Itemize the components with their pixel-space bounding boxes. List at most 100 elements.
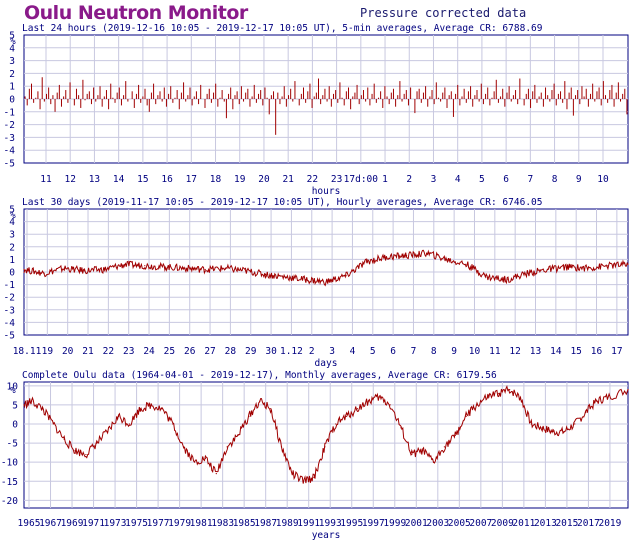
data-point — [23, 268, 25, 271]
x-tick-label: 30 — [265, 346, 277, 357]
x-tick-label: 2011 — [512, 518, 535, 529]
x-tick-label: 2005 — [448, 518, 471, 529]
data-point — [324, 446, 326, 448]
data-point — [107, 431, 109, 433]
y-tick-label: -1 — [4, 107, 16, 118]
data-point — [144, 265, 146, 267]
y-tick-label: -3 — [4, 305, 15, 316]
x-tick-label: 9 — [576, 174, 582, 185]
plot-frame — [23, 381, 629, 509]
data-point — [607, 265, 609, 267]
x-tick-label: 1979 — [168, 518, 191, 529]
y-tick-label: -15 — [1, 477, 18, 488]
data-point — [215, 473, 217, 475]
x-tick-label: 5 — [479, 174, 485, 185]
x-axis-label: years — [312, 530, 341, 541]
data-point — [280, 446, 283, 448]
x-tick-label: 1995 — [340, 518, 363, 529]
data-point — [23, 404, 25, 406]
chart-title: Last 30 days (2019-11-17 10:05 - 2019-12… — [22, 197, 542, 208]
x-tick-label: 1989 — [276, 518, 299, 529]
x-tick-label: 2017 — [577, 518, 600, 529]
data-point — [476, 404, 478, 406]
x-tick-label: 14 — [550, 346, 562, 357]
x-axis-label: days — [315, 358, 338, 369]
data-point — [465, 415, 467, 417]
data-point — [313, 476, 315, 479]
data-point — [367, 400, 369, 402]
data-point — [302, 480, 304, 482]
data-point — [31, 400, 33, 402]
x-tick-label: 27 — [204, 346, 215, 357]
y-tick-label: -5 — [4, 331, 15, 342]
x-tick-label: 4 — [350, 346, 356, 357]
x-tick-label: 1967 — [39, 518, 62, 529]
data-point — [43, 272, 45, 274]
data-point — [627, 263, 629, 266]
data-point — [150, 404, 152, 406]
x-tick-label: 1975 — [125, 518, 148, 529]
data-point — [63, 267, 65, 269]
y-tick-label: 2 — [9, 69, 15, 80]
x-tick-label: 9 — [451, 346, 457, 357]
x-tick-label: 3 — [329, 346, 335, 357]
data-point — [552, 431, 554, 433]
data-point — [83, 270, 85, 272]
data-point — [193, 461, 196, 463]
data-point — [526, 272, 528, 274]
data-point — [454, 434, 456, 437]
data-point — [124, 263, 126, 266]
data-point — [139, 408, 141, 410]
x-tick-label: 23 — [331, 174, 342, 185]
x-tick-label: 17d:00 — [344, 174, 379, 185]
x-tick-label: 13 — [530, 346, 541, 357]
data-point — [103, 268, 106, 271]
data-point — [164, 266, 166, 268]
data-point — [389, 404, 391, 406]
data-point — [563, 431, 565, 433]
y-tick-label: 5 — [9, 31, 15, 42]
data-point — [52, 423, 54, 425]
x-tick-label: 15 — [137, 174, 148, 185]
y-tick-label: 0 — [12, 420, 18, 431]
x-tick-label: 15 — [570, 346, 581, 357]
x-tick-label: 1.12 — [280, 346, 303, 357]
data-point — [466, 263, 468, 266]
y-tick-label: -2 — [4, 120, 15, 131]
data-point — [585, 411, 587, 414]
x-tick-label: 6 — [390, 346, 396, 357]
y-axis-label: % — [10, 386, 16, 396]
data-point — [285, 276, 287, 278]
x-tick-label: 8 — [431, 346, 437, 357]
x-tick-label: 2013 — [534, 518, 557, 529]
data-point — [85, 453, 87, 456]
data-point — [269, 408, 272, 410]
data-point — [161, 408, 163, 410]
x-tick-label: 24 — [143, 346, 155, 357]
x-tick-label: 22 — [307, 174, 318, 185]
data-point — [248, 415, 250, 417]
x-axis-label: hours — [312, 186, 341, 197]
data-point — [184, 267, 186, 269]
y-tick-label: -1 — [4, 280, 16, 291]
x-tick-label: 21 — [282, 174, 294, 185]
y-axis-label: % — [10, 37, 16, 47]
y-tick-label: -20 — [1, 496, 18, 507]
x-tick-label: 2007 — [469, 518, 492, 529]
data-point — [508, 389, 511, 391]
data-point — [385, 256, 387, 258]
data-point — [546, 268, 549, 271]
x-tick-label: 1991 — [297, 518, 320, 529]
x-tick-label: 28 — [225, 346, 237, 357]
data-point — [183, 446, 185, 448]
x-tick-label: 1969 — [61, 518, 84, 529]
x-tick-label: 1971 — [82, 518, 105, 529]
series-line — [23, 384, 629, 484]
x-tick-label: 21 — [82, 346, 94, 357]
data-point — [595, 400, 598, 402]
y-tick-label: -5 — [7, 439, 18, 450]
x-tick-label: 14 — [113, 174, 125, 185]
x-tick-label: 6 — [503, 174, 509, 185]
y-tick-label: 0 — [9, 268, 15, 279]
y-tick-label: -10 — [1, 458, 18, 469]
